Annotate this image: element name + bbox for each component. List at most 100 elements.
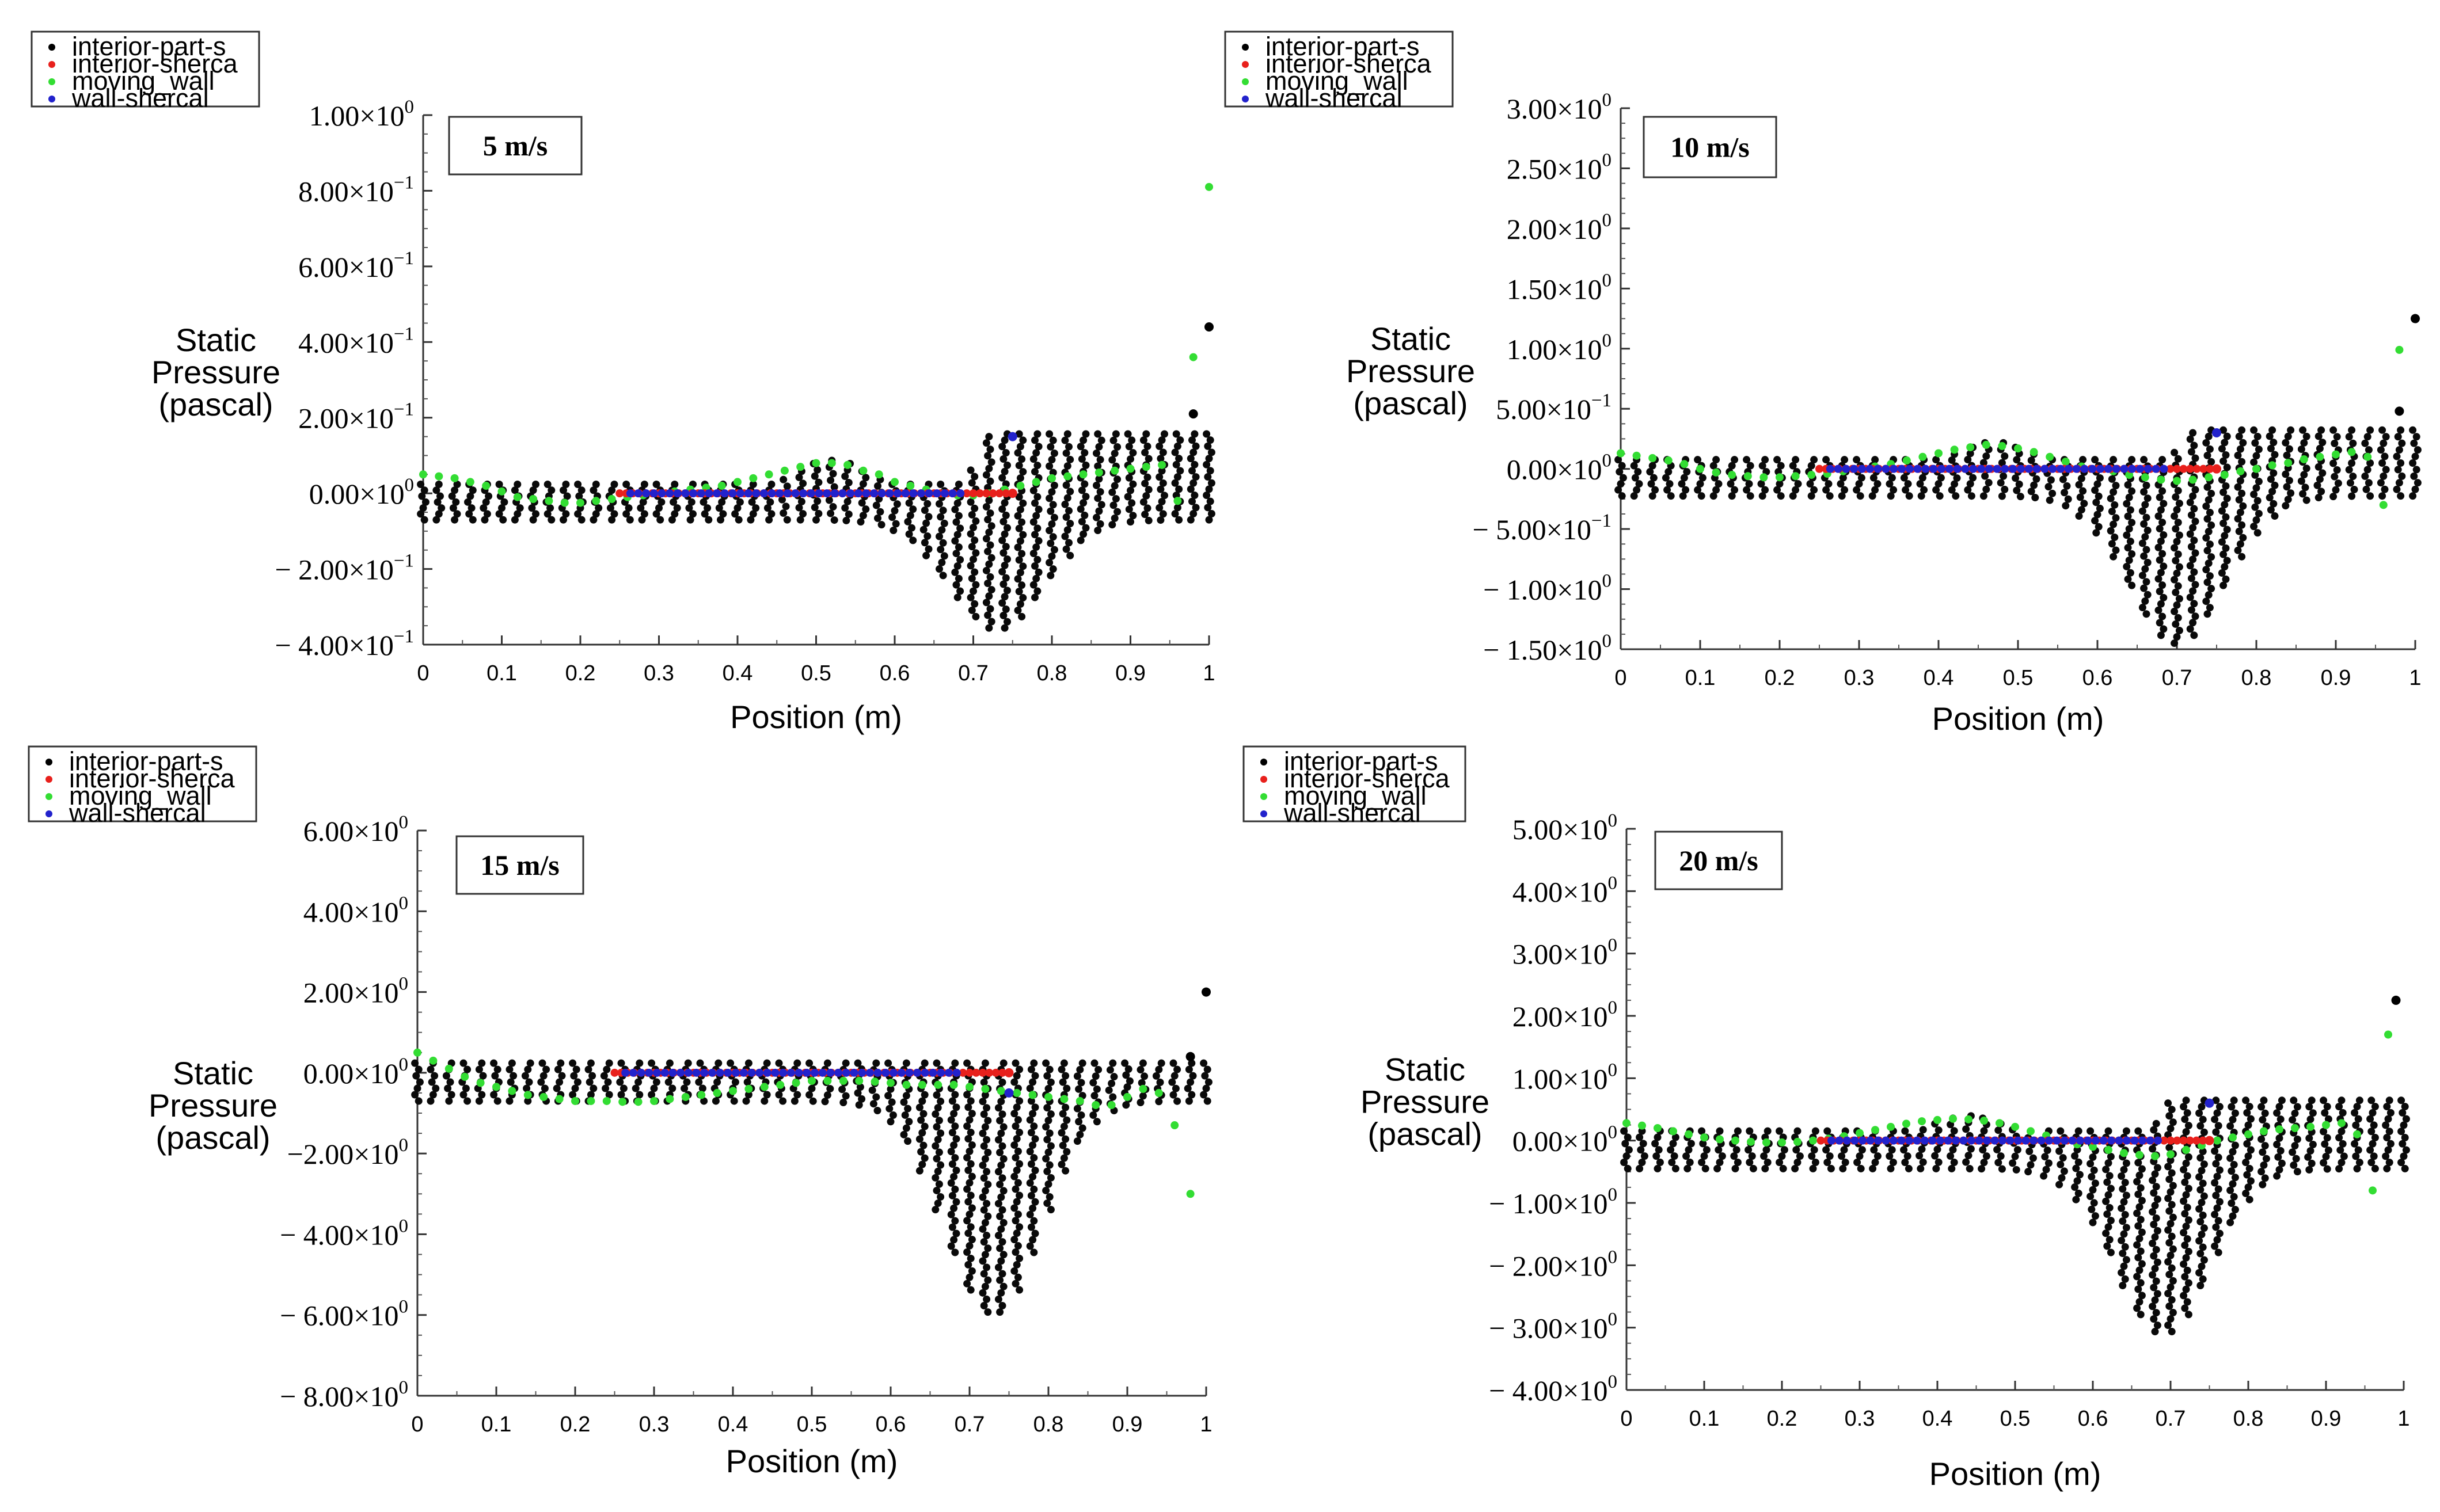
interior-part-s-point — [986, 445, 994, 454]
interior-part-s-point — [1827, 1164, 1835, 1172]
interior-part-s-point — [2141, 565, 2149, 573]
moving-wall-point — [1016, 482, 1025, 490]
interior-part-s-point — [1822, 456, 1830, 464]
interior-part-s-point — [2287, 426, 2295, 434]
interior-part-s-point — [1112, 430, 1120, 438]
moving-wall-point — [492, 1083, 500, 1091]
interior-part-s-point — [1776, 480, 1784, 488]
interior-part-s-point — [2191, 486, 2199, 494]
moving-wall-point — [2173, 477, 2181, 485]
interior-part-s-point — [1175, 455, 1183, 463]
interior-part-s-point — [1823, 1127, 1831, 1135]
interior-part-s-point — [994, 1295, 1002, 1303]
moving-wall-point — [2347, 448, 2356, 456]
interior-part-s-point — [868, 1086, 876, 1094]
wall-shercal-point — [799, 489, 808, 498]
interior-part-s-point — [1047, 539, 1055, 547]
interior-part-s-point — [1026, 1210, 1034, 1218]
y-tick-label: − 4.00×100 — [1489, 1372, 1617, 1407]
interior-part-s-point — [1192, 442, 1200, 450]
y-tick-label-mantissa: 0.00×10 — [1512, 1125, 1608, 1157]
interior-part-s-point — [432, 486, 440, 494]
interior-part-s-point — [2125, 493, 2133, 501]
interior-part-s-point — [981, 1059, 989, 1067]
interior-part-s-point — [1031, 562, 1039, 570]
interior-part-s-point — [1621, 1140, 1629, 1148]
interior-part-s-point — [952, 550, 960, 558]
interior-part-s-point — [1019, 468, 1027, 476]
interior-part-s-point — [1096, 520, 1104, 528]
interior-part-s-point — [2122, 1127, 2130, 1135]
moving-wall-point — [1743, 472, 1752, 481]
interior-part-s-point — [1905, 1164, 1913, 1172]
interior-part-s-point — [1764, 1127, 1772, 1135]
interior-part-s-point — [2199, 1148, 2207, 1156]
interior-part-s-point — [1633, 486, 1641, 494]
moving-wall-point — [2141, 473, 2149, 482]
interior-part-s-point — [701, 510, 709, 518]
interior-part-s-point — [1033, 430, 1042, 438]
interior-part-s-point — [2397, 459, 2405, 467]
interior-part-s-point — [953, 499, 961, 507]
interior-part-s-point — [2395, 446, 2403, 454]
interior-part-s-point — [2260, 1096, 2268, 1105]
interior-part-s-point — [1014, 606, 1022, 614]
interior-part-s-point — [1792, 1146, 1800, 1154]
interior-part-s-point — [2187, 574, 2195, 582]
moving-wall-point — [1728, 471, 1736, 479]
interior-part-s-point — [2255, 445, 2263, 454]
wall-shercal-point — [2123, 1136, 2131, 1145]
interior-part-s-point — [1826, 1152, 1834, 1160]
interior-part-s-point — [2158, 581, 2167, 589]
x-tick-label: 0.8 — [2233, 1407, 2264, 1431]
interior-part-s-point — [2112, 546, 2120, 554]
moving-wall-point — [2125, 471, 2134, 479]
interior-part-s-point — [967, 593, 975, 601]
interior-part-s-point — [524, 1097, 532, 1105]
interior-part-s-point — [1050, 546, 1058, 554]
interior-part-s-point — [2230, 1096, 2238, 1105]
interior-part-s-point — [2169, 1182, 2177, 1190]
interior-part-s-point — [2150, 1189, 2158, 1197]
interior-part-s-point — [1122, 1101, 1130, 1109]
interior-part-s-point — [2247, 1177, 2255, 1185]
moving-wall-point — [934, 1080, 942, 1089]
interior-part-s-point — [2238, 489, 2246, 497]
interior-part-s-point — [1189, 479, 1198, 487]
wall-shercal-point — [1866, 1136, 1875, 1145]
interior-part-s-point — [2121, 1179, 2129, 1187]
legend-marker — [48, 96, 55, 102]
interior-part-s-point — [829, 470, 837, 478]
moving-wall-point — [1173, 497, 1182, 505]
x-tick-label: 0.5 — [2000, 1407, 2031, 1431]
interior-part-s-point — [1044, 1117, 1052, 1125]
interior-part-s-point — [2410, 439, 2418, 447]
interior-part-s-point — [1920, 486, 1928, 494]
moving-wall-point — [482, 482, 491, 490]
y-tick-label-exponent: 0 — [1608, 1309, 1618, 1330]
interior-part-s-point — [972, 581, 980, 589]
interior-part-s-point — [2183, 1172, 2191, 1180]
interior-part-s-point — [984, 1308, 992, 1316]
y-tick-label-exponent: 0 — [405, 475, 415, 496]
interior-part-s-point — [1694, 456, 1702, 464]
interior-part-s-point — [1063, 1148, 1071, 1156]
interior-part-s-point — [964, 1166, 972, 1174]
interior-part-s-point — [1096, 456, 1104, 464]
interior-part-s-point — [909, 505, 917, 513]
speed-label: 5 m/s — [483, 130, 548, 162]
interior-part-s-point — [782, 502, 790, 511]
interior-part-s-point — [1176, 436, 1184, 444]
interior-part-s-point — [2230, 1160, 2238, 1168]
interior-part-s-point — [1026, 1116, 1034, 1124]
moving-wall-point — [2338, 1119, 2346, 1128]
interior-part-s-point — [2074, 1158, 2082, 1166]
interior-part-s-point — [2196, 1186, 2205, 1194]
wall-shercal-point — [917, 489, 925, 498]
moving-wall-point — [1622, 1119, 1631, 1128]
interior-part-s-outlier-point — [2411, 314, 2420, 323]
moving-wall-point — [1092, 1100, 1100, 1109]
wall-shercal-point — [1945, 464, 1953, 473]
interior-part-s-point — [2141, 533, 2149, 541]
interior-part-s-point — [2369, 1140, 2377, 1148]
